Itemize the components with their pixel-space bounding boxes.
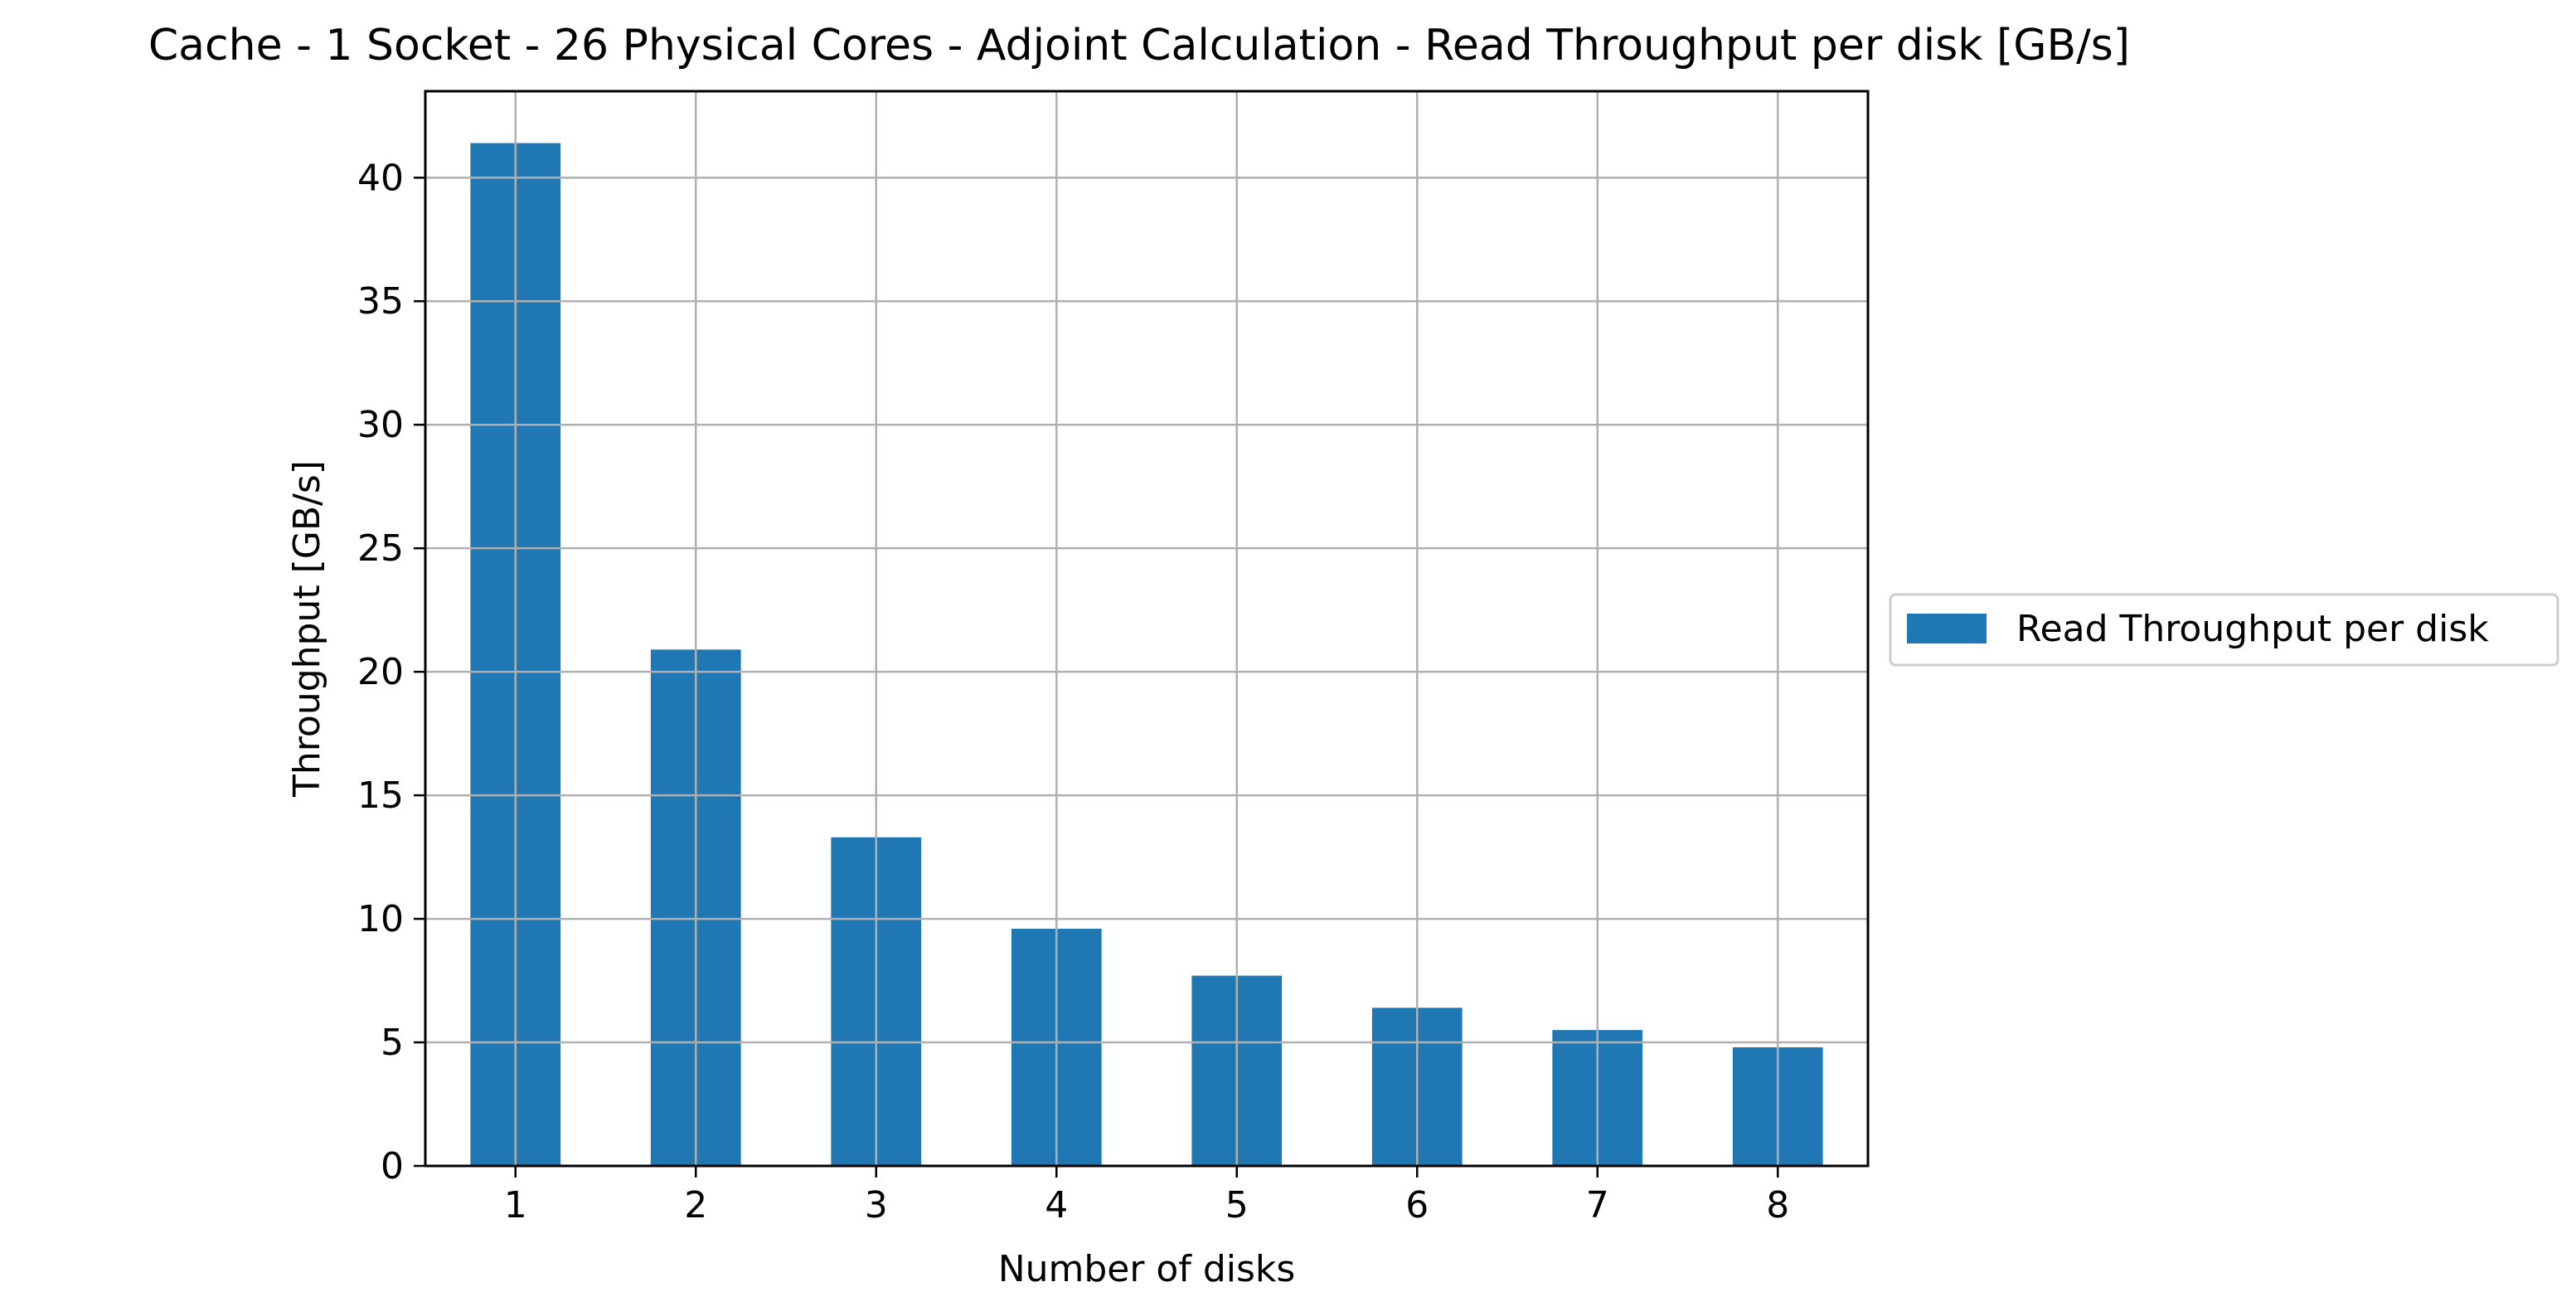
y-tick-label: 5 [381,1022,404,1064]
x-tick-label: 2 [684,1184,707,1226]
grid-layer [425,91,1868,1166]
y-tick-label: 15 [357,775,404,817]
legend: Read Throughput per disk [1889,593,2559,667]
y-axis-label: Throughput [GB/s] [286,460,328,798]
y-tick-label: 35 [357,280,404,323]
plot-area [425,91,1868,1166]
legend-box [1889,593,2559,667]
y-tick-label: 30 [357,404,404,446]
y-tick-label: 0 [381,1145,404,1187]
ticks-layer: 1 2 3 4 5 6 7 8 0 5 10 15 20 25 30 35 40 [357,157,1789,1226]
x-axis-label: Number of disks [998,1248,1296,1290]
plot-frame [424,90,1870,1168]
y-tick-label: 20 [357,651,404,693]
chart-title: Cache - 1 Socket - 26 Physical Cores - A… [148,21,2130,70]
x-tick-label: 6 [1405,1184,1429,1226]
y-tick-label: 10 [357,898,404,940]
x-tick-label: 4 [1045,1184,1068,1226]
x-tick-label: 7 [1586,1184,1609,1226]
x-tick-label: 8 [1766,1184,1789,1226]
y-tick-label: 40 [357,157,404,199]
y-tick-label: 25 [357,527,404,570]
x-tick-label: 1 [504,1184,527,1226]
x-tick-label: 5 [1225,1184,1249,1226]
legend-swatch [1907,614,1987,643]
x-tick-label: 3 [865,1184,888,1226]
legend-label: Read Throughput per disk [2016,608,2489,650]
